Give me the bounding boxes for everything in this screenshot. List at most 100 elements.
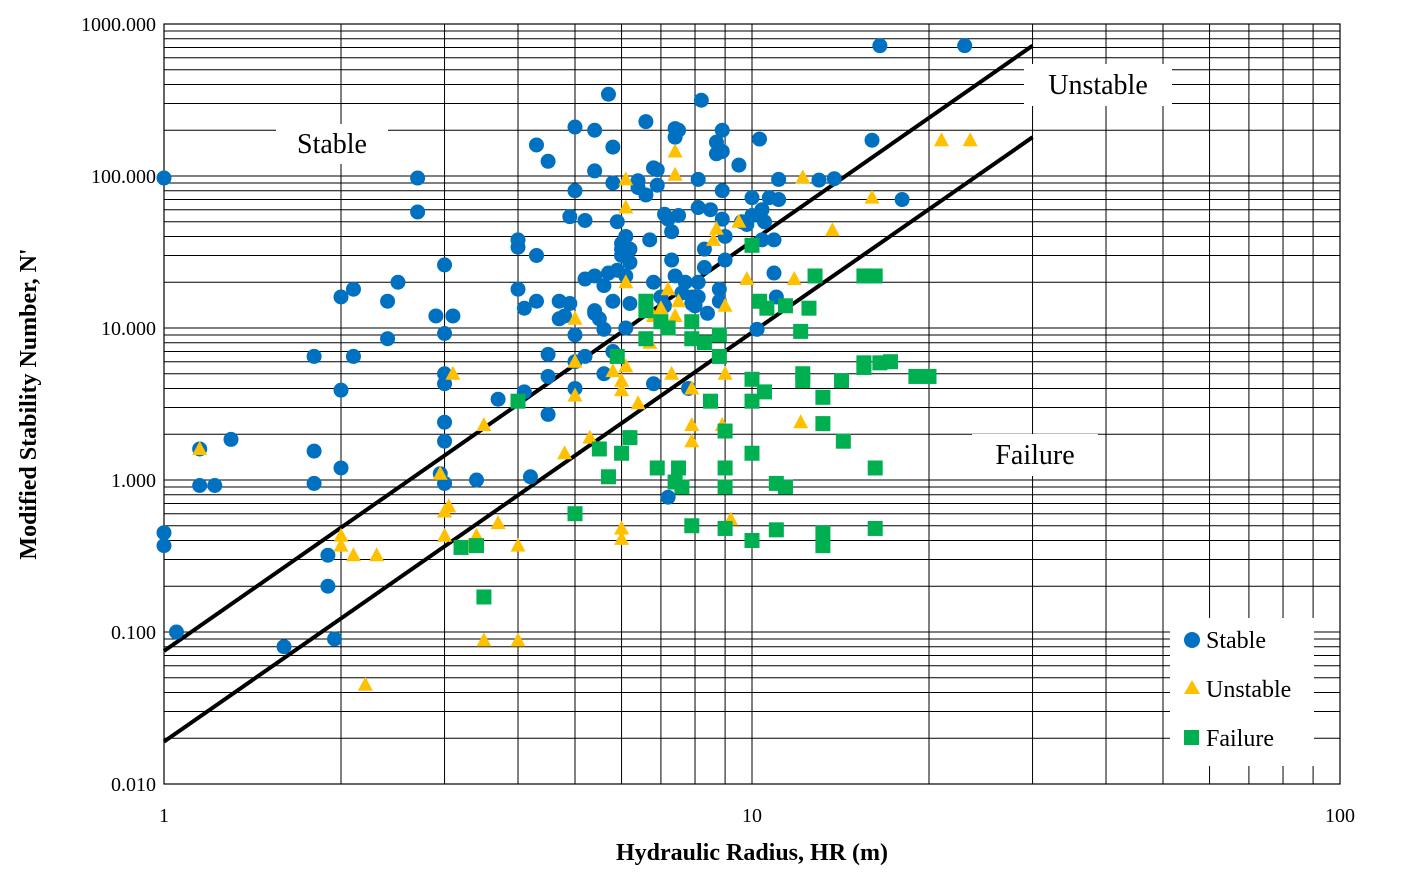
marker-stable: [320, 578, 336, 594]
marker-stable: [717, 252, 733, 268]
marker-unstable: [667, 143, 683, 158]
marker-stable: [754, 202, 770, 218]
marker-unstable: [618, 171, 634, 186]
plot-area-border: [163, 23, 1341, 785]
region-label-failure: Failure: [972, 434, 1098, 476]
marker-stable: [646, 376, 662, 392]
marker-stable: [528, 137, 544, 153]
marker-stable: [207, 478, 223, 494]
marker-stable: [690, 274, 706, 290]
marker-stable: [577, 348, 593, 364]
marker-failure: [453, 539, 469, 555]
marker-stable: [223, 431, 239, 447]
marker-unstable: [824, 222, 840, 237]
marker-stable: [605, 293, 621, 309]
marker-stable: [540, 368, 556, 384]
marker-unstable: [614, 530, 630, 545]
marker-stable: [587, 268, 603, 284]
marker-stable: [864, 132, 880, 148]
marker-stable: [510, 281, 526, 297]
marker-unstable: [333, 527, 349, 542]
marker-stable: [320, 547, 336, 563]
marker-stable: [567, 183, 583, 199]
marker-failure: [834, 373, 850, 389]
marker-unstable: [567, 310, 583, 325]
marker-stable: [333, 460, 349, 476]
marker-unstable: [618, 199, 634, 214]
marker-stable: [714, 211, 730, 227]
marker-unstable: [476, 417, 492, 432]
marker-failure: [867, 268, 883, 284]
marker-stable: [714, 122, 730, 138]
legend-marker-unstable: [1184, 680, 1200, 694]
marker-stable: [711, 281, 727, 297]
marker-stable: [714, 143, 730, 159]
marker-stable: [540, 406, 556, 422]
marker-stable: [276, 639, 292, 655]
marker-unstable: [671, 293, 687, 308]
marker-failure: [622, 430, 638, 446]
y-tick-label: 100.000: [91, 166, 156, 188]
y-axis-tick-labels: 0.010 0.100 1.000 10.000 100.000 1000.000: [81, 14, 156, 796]
y-tick-label: 0.100: [111, 622, 156, 644]
marker-unstable: [667, 166, 683, 181]
marker-unstable: [618, 274, 634, 289]
marker-stable: [522, 469, 538, 485]
marker-failure: [711, 348, 727, 364]
marker-stable: [445, 308, 461, 324]
marker-stable: [744, 190, 760, 206]
marker-failure: [793, 323, 809, 339]
marker-failure: [614, 445, 630, 461]
marker-unstable: [510, 537, 526, 552]
x-tick-label: 1: [159, 805, 169, 827]
marker-stable: [437, 433, 453, 449]
marker-unstable: [614, 520, 630, 535]
marker-stable: [690, 289, 706, 305]
marker-stable: [618, 228, 634, 244]
marker-stable: [752, 131, 768, 147]
legend: Stable Unstable Failure: [1170, 618, 1314, 766]
marker-stable: [380, 331, 396, 347]
marker-stable: [671, 122, 687, 138]
marker-unstable: [614, 382, 630, 397]
marker-unstable: [192, 440, 208, 455]
marker-stable: [567, 327, 583, 343]
marker-unstable: [684, 433, 700, 448]
marker-stable: [826, 171, 842, 187]
marker-unstable: [630, 395, 646, 410]
marker-stable: [677, 274, 693, 290]
marker-failure: [600, 469, 616, 485]
marker-stable: [618, 320, 634, 336]
marker-failure: [756, 384, 772, 400]
marker-stable: [540, 153, 556, 169]
marker-stable: [646, 274, 662, 290]
marker-unstable: [731, 213, 747, 228]
data-markers: [156, 38, 978, 691]
marker-stable: [622, 295, 638, 311]
marker-unstable: [708, 220, 724, 235]
marker-stable: [333, 382, 349, 398]
marker-failure: [684, 518, 700, 534]
marker-stable: [510, 239, 526, 255]
marker-failure: [807, 268, 823, 284]
marker-stable: [649, 177, 665, 193]
marker-stable: [516, 300, 532, 316]
marker-stable: [437, 376, 453, 392]
marker-stable: [749, 321, 765, 337]
legend-item-unstable: Unstable: [1184, 677, 1291, 703]
marker-unstable: [557, 445, 573, 460]
marker-stable: [596, 366, 612, 382]
marker-stable: [699, 305, 715, 321]
marker-stable: [156, 538, 172, 554]
marker-stable: [428, 308, 444, 324]
marker-unstable: [567, 353, 583, 368]
legend-marker-failure: [1184, 730, 1199, 745]
marker-stable: [596, 278, 612, 294]
marker-failure: [649, 460, 665, 476]
x-axis-title: Hydraulic Radius, HR (m): [616, 840, 888, 866]
marker-stable: [557, 308, 573, 324]
marker-failure: [815, 416, 831, 432]
marker-stable: [567, 119, 583, 135]
marker-failure: [744, 371, 760, 387]
marker-unstable: [793, 414, 809, 429]
